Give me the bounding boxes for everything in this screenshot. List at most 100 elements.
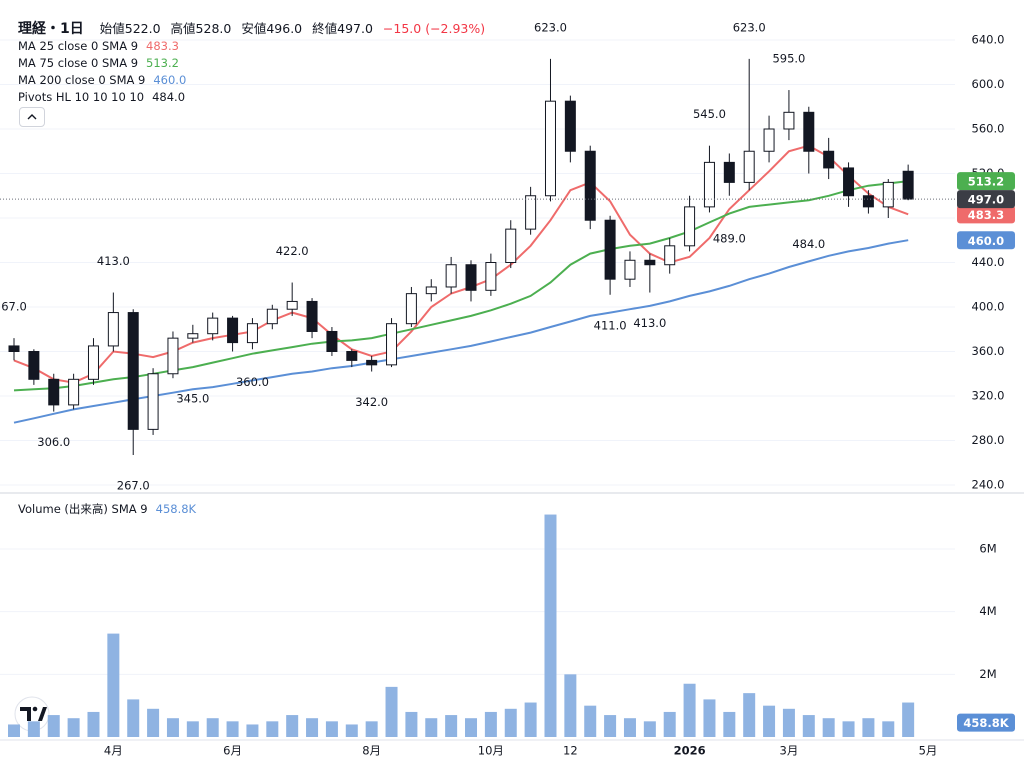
chevron — [27, 114, 37, 120]
candle-body — [882, 181, 894, 208]
low-name: 安値 — [241, 21, 267, 36]
volume-bar — [604, 715, 617, 737]
volume-bar — [306, 718, 319, 737]
volume-bar — [703, 699, 716, 737]
close-name: 終値 — [312, 21, 338, 36]
legend-name: MA 75 close 0 SMA 9 — [18, 56, 139, 70]
candle-body — [803, 111, 815, 152]
logo — [14, 696, 50, 732]
candle-body — [684, 206, 696, 247]
volume-legend: Volume (出来高) SMA 9 458.8K — [18, 501, 196, 518]
volume-bar — [842, 721, 855, 737]
pivot-label: 345.0 — [176, 392, 209, 406]
candle-body — [843, 167, 855, 197]
close-badge: 497.0 — [968, 193, 1004, 207]
volume-bar — [246, 724, 259, 737]
candle-body — [405, 293, 417, 325]
pivot-label: 545.0 — [693, 107, 726, 121]
pivot-label: 623.0 — [733, 20, 766, 34]
y-tick-label: 2M — [979, 667, 996, 681]
y-tick-label: 600.0 — [972, 77, 1005, 91]
legend-value: 460.0 — [153, 73, 187, 87]
open-value: 522.0 — [124, 21, 161, 36]
candle-body — [28, 351, 40, 380]
volume-bar — [47, 715, 60, 737]
candle-body — [723, 161, 735, 183]
volume-bar — [385, 686, 398, 737]
candle-body — [624, 259, 636, 280]
symbol-header: 理経・1日 始値522.0 高値528.0 安値496.0 終値497.0 −1… — [18, 18, 485, 38]
volume-bar — [623, 718, 636, 737]
candle-body — [346, 351, 358, 361]
pivot-label: 67.0 — [1, 300, 27, 314]
volume-bar — [206, 718, 219, 737]
ma-badge: 460.0 — [968, 234, 1004, 248]
volume-bar — [166, 718, 179, 737]
pivot-label: 411.0 — [594, 318, 627, 332]
volume-bar — [782, 708, 795, 737]
candle-body — [902, 170, 914, 200]
volume-bar — [504, 708, 517, 737]
volume-name: Volume (出来高) SMA 9 — [18, 502, 148, 516]
legend-row: MA 25 close 0 SMA 9 483.3 — [18, 38, 186, 55]
indicator-legend: MA 25 close 0 SMA 9 483.3 MA 75 close 0 SM… — [18, 38, 186, 106]
volume-bar — [266, 721, 279, 737]
candle-body — [306, 300, 318, 332]
pivot-label: 360.0 — [236, 375, 269, 389]
y-tick-label: 400.0 — [972, 300, 1005, 314]
legend-row: Pivots HL 10 10 10 10 484.0 — [18, 89, 186, 106]
x-tick-label: 12 — [563, 744, 578, 758]
volume-bar — [27, 721, 40, 737]
volume-bar — [425, 718, 438, 737]
collapse-button[interactable] — [19, 107, 45, 127]
candle-body — [544, 100, 556, 197]
x-tick-label: 10月 — [478, 744, 504, 758]
pivot-label: 623.0 — [534, 20, 567, 34]
ma-line — [13, 180, 909, 392]
candle-body — [246, 323, 258, 344]
volume-bar — [743, 693, 756, 737]
volume-bar — [365, 721, 378, 737]
ma-line — [13, 144, 909, 384]
volume-bar — [862, 718, 875, 737]
candle-body — [525, 195, 537, 230]
pivot-label: 306.0 — [37, 435, 70, 449]
volume-bar — [822, 718, 835, 737]
close-value: 497.0 — [337, 21, 373, 36]
open-name: 始値 — [99, 21, 125, 36]
candle-body — [127, 312, 139, 430]
volume-bar — [663, 711, 676, 737]
candle-body — [425, 286, 437, 295]
ma-badge-bg — [957, 172, 1015, 191]
candle-body — [644, 259, 656, 266]
volume-bar — [584, 705, 597, 737]
ma-badge-bg — [957, 231, 1015, 250]
candle-body — [664, 245, 676, 266]
volume-bar — [465, 718, 478, 737]
volume-bar — [484, 711, 497, 737]
volume-bar — [544, 514, 557, 737]
pivot-label: 342.0 — [355, 395, 388, 409]
x-tick-label: 4月 — [104, 744, 123, 758]
candle-body — [465, 264, 477, 291]
symbol: 理経・1日 — [18, 21, 84, 37]
y-tick-label: 640.0 — [972, 33, 1005, 47]
y-tick-label: 320.0 — [972, 389, 1005, 403]
low-value: 496.0 — [266, 21, 303, 36]
candle-body — [286, 300, 298, 310]
volume-bar — [127, 699, 140, 737]
volume-bar — [683, 683, 696, 737]
volume-bar — [405, 711, 418, 737]
volume-bar — [325, 721, 338, 737]
y-tick-label: 4M — [979, 604, 996, 618]
pivot-label: 422.0 — [276, 244, 309, 258]
x-tick-label: 5月 — [919, 744, 938, 758]
candle-body — [167, 337, 179, 375]
legend-name: Pivots HL 10 10 10 10 — [18, 90, 145, 104]
volume-bar — [445, 715, 458, 737]
volume-sma-badge-bg — [957, 713, 1015, 732]
pivot-label: 489.0 — [713, 231, 746, 245]
legend-value: 513.2 — [146, 56, 179, 70]
x-tick-label: 8月 — [362, 744, 381, 758]
candle-body — [207, 317, 219, 335]
